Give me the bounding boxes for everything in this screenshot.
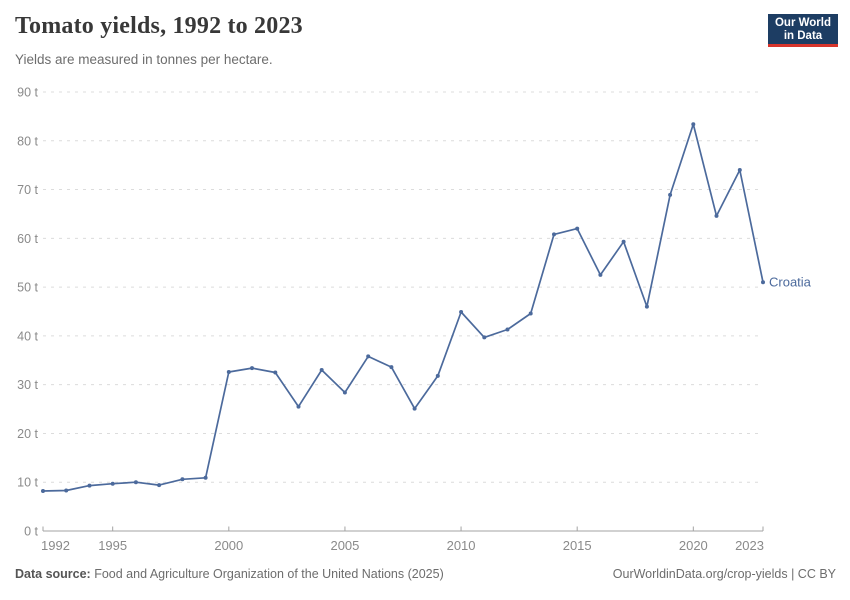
x-axis-label: 2023	[735, 538, 764, 553]
x-axis-label: 2010	[447, 538, 476, 553]
data-point	[435, 373, 440, 378]
data-point	[157, 483, 162, 488]
data-point	[644, 304, 649, 309]
x-axis-label: 2000	[214, 538, 243, 553]
data-point	[575, 226, 580, 231]
data-point	[621, 239, 626, 244]
data-point	[133, 480, 138, 485]
x-axis-label: 2005	[330, 538, 359, 553]
y-axis-label: 50 t	[17, 281, 38, 295]
y-axis-label: 0 t	[24, 525, 38, 539]
data-point	[714, 213, 719, 218]
data-point	[668, 192, 673, 197]
data-point	[180, 477, 185, 482]
data-point	[110, 481, 115, 486]
data-point	[389, 365, 394, 370]
data-point	[366, 354, 371, 359]
y-axis-label: 10 t	[17, 476, 38, 490]
x-axis-label: 2020	[679, 538, 708, 553]
data-source-text: Food and Agriculture Organization of the…	[94, 567, 444, 581]
data-point	[761, 280, 765, 285]
data-point	[737, 168, 742, 172]
y-axis-label: 60 t	[17, 232, 38, 246]
data-point	[552, 232, 556, 237]
data-point	[528, 311, 533, 316]
data-point	[296, 404, 301, 409]
y-axis-label: 20 t	[17, 427, 38, 441]
data-source-label: Data source:	[15, 567, 91, 581]
data-point	[598, 272, 603, 277]
x-axis-label: 1995	[98, 538, 127, 553]
data-point	[691, 122, 696, 127]
data-point	[342, 390, 347, 395]
data-point	[319, 368, 324, 372]
data-point	[459, 310, 464, 314]
y-axis-label: 80 t	[17, 134, 38, 148]
data-point	[250, 366, 254, 371]
owid-logo-line2: in Data	[783, 30, 823, 42]
y-axis-label: 30 t	[17, 378, 38, 392]
owid-logo-line1: Our World	[774, 17, 831, 29]
data-point	[482, 335, 487, 340]
data-point	[273, 370, 278, 375]
data-point	[226, 370, 231, 374]
x-axis-label: 1992	[41, 538, 70, 553]
owid-logo[interactable]: Our World in Data	[768, 14, 838, 47]
chart-subtitle: Yields are measured in tonnes per hectar…	[15, 52, 273, 67]
x-axis-label: 2015	[563, 538, 592, 553]
series-label-croatia[interactable]: Croatia	[769, 275, 812, 290]
y-axis-label: 70 t	[17, 183, 38, 197]
y-axis-label: 90 t	[17, 86, 38, 100]
data-line-croatia	[42, 123, 764, 492]
footer-credit: OurWorldinData.org/crop-yields | CC BY	[612, 567, 836, 581]
page-title: Tomato yields, 1992 to 2023	[15, 13, 303, 39]
data-source: Data source: Food and Agriculture Organi…	[15, 567, 444, 581]
data-point	[412, 406, 417, 411]
data-point	[505, 327, 510, 332]
data-point	[87, 483, 92, 488]
data-point	[41, 489, 45, 493]
data-point	[64, 488, 69, 493]
data-point	[203, 475, 208, 480]
y-axis-label: 40 t	[17, 329, 38, 343]
